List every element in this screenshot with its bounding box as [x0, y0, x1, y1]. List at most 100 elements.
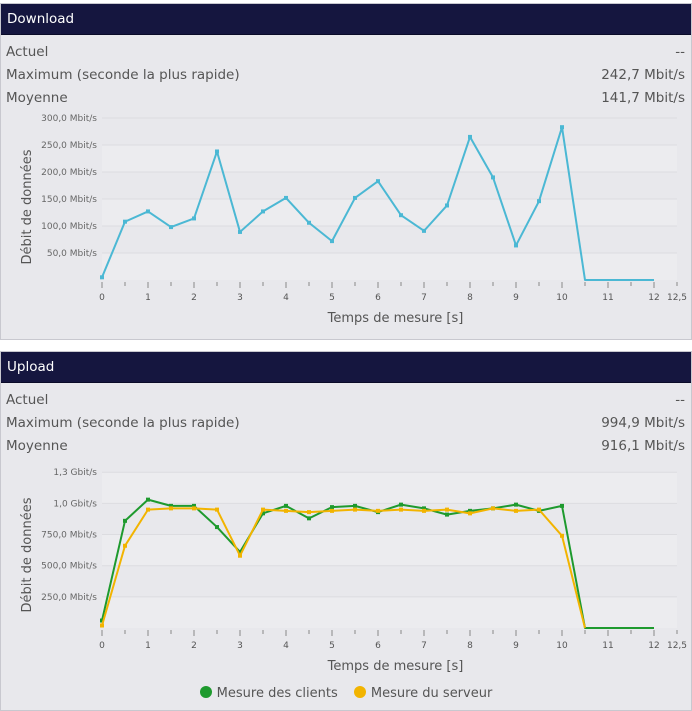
x-tick-label: 3: [237, 641, 243, 651]
data-point: [422, 228, 426, 233]
stat-value: 994,9 Mbit/s: [601, 415, 685, 431]
data-point: [353, 195, 357, 200]
y-tick-label: 750,0 Mbit/s: [41, 531, 97, 541]
data-point: [353, 503, 357, 508]
x-tick-label: 0: [99, 641, 105, 651]
data-point: [491, 506, 495, 511]
data-point: [215, 507, 219, 512]
stat-value: --: [675, 44, 685, 60]
y-tick-label: 1,0 Gbit/s: [53, 499, 97, 509]
series-line-1: [101, 507, 586, 629]
x-tick-label: 12,5: [667, 641, 687, 651]
x-tick-label: 8: [467, 293, 473, 303]
legend-item-server[interactable]: Mesure du serveur: [353, 686, 493, 701]
upload-stat-average: Moyenne 916,1 Mbit/s: [1, 434, 691, 457]
stat-value: 141,7 Mbit/s: [601, 90, 685, 106]
data-point: [445, 507, 449, 512]
data-point: [215, 149, 219, 154]
data-point: [330, 508, 334, 513]
data-point: [284, 195, 288, 200]
data-point: [560, 533, 564, 538]
download-stat-current: Actuel --: [1, 40, 691, 63]
grid-band: [102, 145, 677, 172]
y-tick-label: 200,0 Mbit/s: [41, 168, 97, 178]
x-tick-label: 11: [602, 293, 613, 303]
data-point: [192, 506, 196, 511]
y-tick-label: 50,0 Mbit/s: [47, 249, 97, 259]
x-tick-label: 6: [375, 641, 381, 651]
stat-label: Actuel: [6, 44, 49, 60]
data-point: [399, 502, 403, 507]
data-point: [261, 209, 265, 214]
data-point: [169, 225, 173, 230]
data-point: [123, 543, 127, 548]
data-point: [445, 512, 449, 517]
data-point: [330, 505, 334, 510]
data-point: [399, 213, 403, 218]
data-point: [284, 503, 288, 508]
x-tick-label: 12: [648, 641, 659, 651]
grid-band: [102, 596, 677, 628]
data-point: [307, 220, 311, 225]
upload-stat-current: Actuel --: [1, 388, 691, 411]
data-point: [560, 125, 564, 130]
data-point: [146, 209, 150, 214]
y-tick-label: 300,0 Mbit/s: [41, 114, 97, 124]
data-point: [537, 507, 541, 512]
download-header: Download: [1, 4, 691, 35]
x-tick-label: 8: [467, 641, 473, 651]
y-tick-label: 250,0 Mbit/s: [41, 141, 97, 151]
data-point: [169, 506, 173, 511]
data-point: [192, 503, 196, 508]
y-axis-title: Débit de données: [20, 149, 35, 264]
x-tick-label: 2: [191, 641, 197, 651]
data-point: [238, 549, 242, 554]
data-point: [169, 503, 173, 508]
data-point: [307, 516, 311, 521]
x-tick-label: 1: [145, 293, 151, 303]
data-point: [100, 623, 104, 628]
stat-label: Moyenne: [6, 438, 68, 454]
data-point: [560, 503, 564, 508]
data-point: [146, 497, 150, 502]
data-point: [376, 508, 380, 513]
legend-label-server: Mesure du serveur: [370, 686, 493, 701]
stat-label: Maximum (seconde la plus rapide): [6, 67, 240, 83]
x-tick-label: 10: [556, 293, 568, 303]
x-tick-label: 1: [145, 641, 151, 651]
x-tick-label: 12,5: [667, 293, 687, 303]
data-point: [422, 508, 426, 513]
download-chart: 50,0 Mbit/s 100,0 Mbit/s 150,0 Mbit/s 200,0…: [20, 114, 687, 326]
x-tick-label: 7: [421, 641, 427, 651]
data-point: [215, 525, 219, 530]
data-point: [399, 507, 403, 512]
stat-value: 242,7 Mbit/s: [601, 67, 685, 83]
upload-header: Upload: [1, 352, 691, 383]
data-point: [100, 618, 104, 623]
x-tick-label: 9: [513, 641, 519, 651]
x-tick-label: 4: [283, 641, 289, 651]
data-point: [123, 219, 127, 224]
data-point: [422, 506, 426, 511]
x-tick-label: 2: [191, 293, 197, 303]
data-point: [261, 507, 265, 512]
data-point: [284, 508, 288, 513]
y-tick-label: 150,0 Mbit/s: [41, 195, 97, 205]
grid-band: [102, 534, 677, 566]
grid-band: [102, 472, 677, 504]
legend-item-clients[interactable]: Mesure des clients: [199, 686, 338, 701]
y-axis-title: Débit de données: [20, 497, 35, 612]
data-point: [468, 508, 472, 513]
data-point: [123, 518, 127, 523]
data-point: [100, 275, 104, 280]
x-tick-label: 7: [421, 293, 427, 303]
data-point: [468, 511, 472, 516]
x-tick-label: 11: [602, 641, 613, 651]
data-point: [514, 508, 518, 513]
data-point: [468, 134, 472, 139]
stat-label: Maximum (seconde la plus rapide): [6, 415, 240, 431]
data-point: [491, 175, 495, 180]
x-tick-label: 4: [283, 293, 289, 303]
x-tick-label: 5: [329, 293, 335, 303]
stat-label: Actuel: [6, 392, 49, 408]
